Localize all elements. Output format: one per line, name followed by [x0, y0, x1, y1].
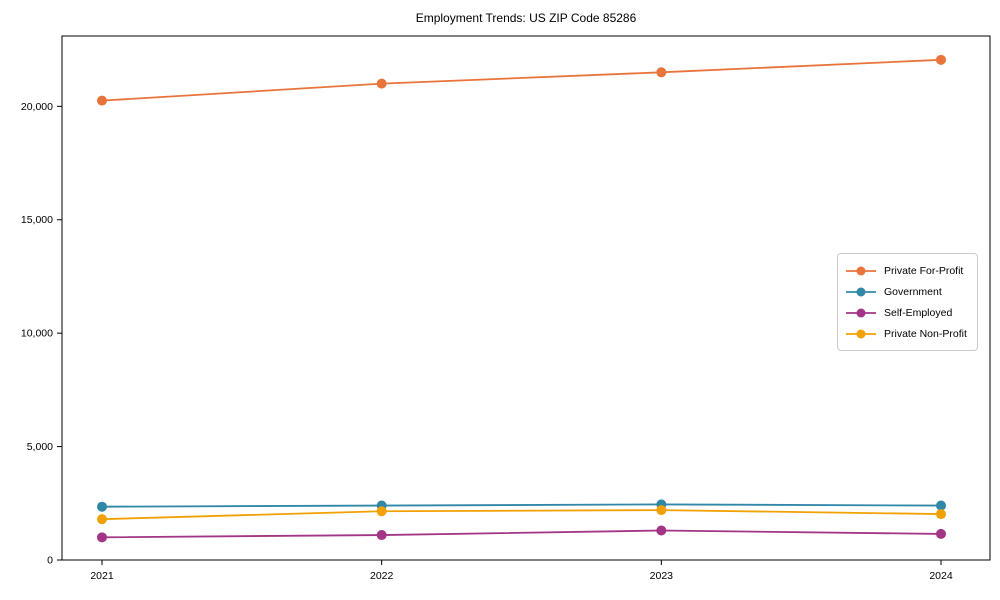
legend-item: Self-Employed — [846, 302, 971, 323]
data-point-marker — [656, 505, 667, 516]
y-tick-label: 0 — [47, 555, 53, 567]
y-tick-label: 10,000 — [21, 328, 53, 340]
legend-line-marker-icon — [846, 266, 876, 275]
legend-label: Government — [884, 285, 942, 298]
plot-frame — [61, 35, 991, 561]
data-point-marker — [97, 95, 107, 106]
legend-item: Private Non-Profit — [846, 323, 971, 344]
x-tick-label: 2024 — [929, 570, 953, 582]
y-tick-label: 15,000 — [21, 214, 53, 226]
data-point-marker — [376, 78, 387, 89]
legend-line-marker-icon — [846, 329, 876, 338]
data-point-marker — [97, 501, 107, 512]
legend-label: Private For-Profit — [884, 264, 964, 277]
legend-label: Private Non-Profit — [884, 327, 967, 340]
data-point-marker — [97, 532, 107, 543]
legend-item: Government — [846, 281, 971, 302]
legend-line-marker-icon — [846, 308, 876, 317]
legend-item: Private For-Profit — [846, 260, 971, 281]
legend: Private For-Profit Government Self-Employe… — [837, 253, 978, 351]
data-point-marker — [936, 500, 946, 511]
series-line — [101, 509, 942, 521]
data-point-marker — [97, 514, 107, 525]
data-point-marker — [656, 525, 667, 536]
legend-line-marker-icon — [846, 287, 876, 296]
data-point-marker — [376, 506, 387, 517]
data-point-marker — [936, 54, 946, 65]
series-line — [101, 58, 942, 102]
data-point-marker — [376, 530, 387, 541]
series-line — [101, 529, 942, 539]
data-point-marker — [936, 509, 946, 520]
series-line — [101, 503, 942, 508]
y-tick-label: 5,000 — [27, 441, 53, 453]
chart-title: Employment Trends: US ZIP Code 85286 — [415, 11, 637, 25]
data-point-marker — [936, 528, 946, 539]
legend-label: Self-Employed — [884, 306, 953, 319]
data-point-marker — [656, 67, 667, 78]
x-tick-label: 2022 — [370, 570, 394, 582]
y-tick-label: 20,000 — [21, 101, 53, 113]
x-tick-label: 2021 — [90, 570, 114, 582]
x-tick-label: 2023 — [650, 570, 674, 582]
